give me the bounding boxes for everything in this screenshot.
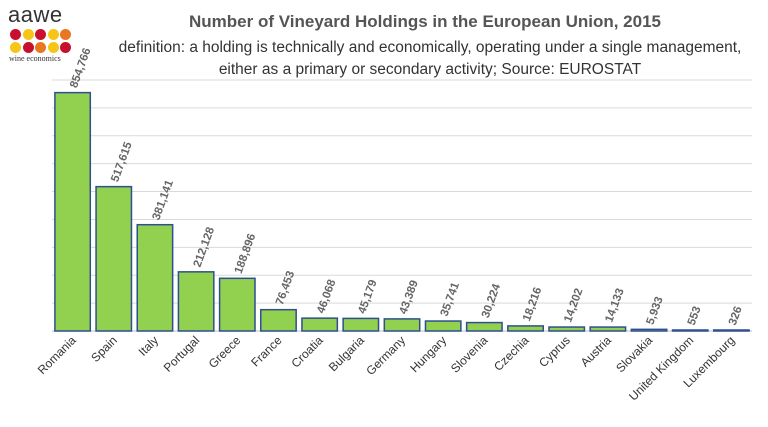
data-label: 14,202 (562, 287, 585, 324)
x-tick-label: Portugal (161, 333, 203, 375)
data-label: 381,141 (150, 178, 176, 222)
bars (54, 91, 750, 332)
bar-france (260, 308, 297, 332)
logo-dot (60, 41, 71, 53)
bar-slovakia (630, 328, 668, 332)
x-tick-label: Hungary (407, 333, 449, 375)
data-label: 5,933 (645, 295, 666, 326)
data-label: 553 (686, 305, 704, 327)
x-tick-label: Italy (136, 333, 161, 358)
logo-dot (47, 41, 59, 53)
x-tick-label: Romania (35, 333, 79, 377)
data-label: 43,389 (398, 279, 421, 316)
x-tick-label: Austria (578, 333, 615, 370)
data-label: 188,896 (233, 232, 258, 275)
logo-dot (22, 41, 34, 53)
x-tick-label: Czechia (491, 333, 532, 374)
x-tick-label: Croatia (289, 333, 326, 370)
x-tick-label: Bulgaria (326, 333, 367, 374)
x-tick-label: Slovenia (448, 333, 491, 376)
bar-hungary (424, 320, 462, 332)
data-label: 326 (727, 305, 745, 327)
bar-greece (218, 277, 256, 332)
chart-subtitle: definition: a holding is technically and… (118, 39, 742, 78)
data-label: 35,741 (439, 280, 463, 318)
data-label: 18,216 (521, 286, 544, 323)
data-label: 517,615 (109, 140, 135, 184)
logo-dot (22, 29, 34, 40)
data-label: 45,179 (356, 278, 379, 315)
bar-portugal (177, 271, 215, 332)
data-label: 854,766 (68, 46, 93, 89)
chart-title: Number of Vineyard Holdings in the Europ… (189, 12, 661, 31)
data-label: 14,133 (603, 287, 626, 324)
bar-croatia (301, 317, 339, 332)
x-tick-label: Cyprus (536, 333, 573, 370)
x-tick-label: Slovakia (613, 333, 655, 375)
x-tick-labels: Romania Spain Italy Portugal Greece France Cro… (35, 333, 738, 404)
bar-cyprus (548, 326, 586, 332)
bar-czechia (507, 325, 544, 332)
x-tick-label: Spain (88, 333, 120, 365)
logo: aawe wine economics (4, 2, 76, 63)
x-tick-label: Germany (363, 333, 408, 378)
logo-dot (10, 41, 21, 53)
logo-dots (10, 29, 72, 53)
bar-romania (54, 91, 92, 332)
logo-dot (35, 29, 46, 40)
logo-dot (10, 29, 21, 40)
data-label: 30,224 (480, 282, 504, 320)
bar-germany (383, 318, 421, 332)
logo-dot (47, 29, 59, 40)
bar-bulgaria (342, 317, 380, 332)
bar-luxembourg (712, 329, 750, 332)
x-tick-label: Greece (206, 333, 244, 371)
logo-wordmark: aawe (8, 2, 63, 27)
x-tick-label: France (248, 333, 285, 370)
bar-united-kingdom (671, 329, 709, 332)
logo-dot (60, 29, 71, 40)
bar-austria (589, 326, 627, 332)
data-label: 46,068 (315, 277, 339, 315)
logo-tagline: wine economics (9, 54, 61, 63)
bar-slovenia (465, 321, 503, 332)
logo-dot (35, 41, 46, 53)
bar-spain (95, 185, 133, 332)
bar-italy (136, 223, 174, 332)
